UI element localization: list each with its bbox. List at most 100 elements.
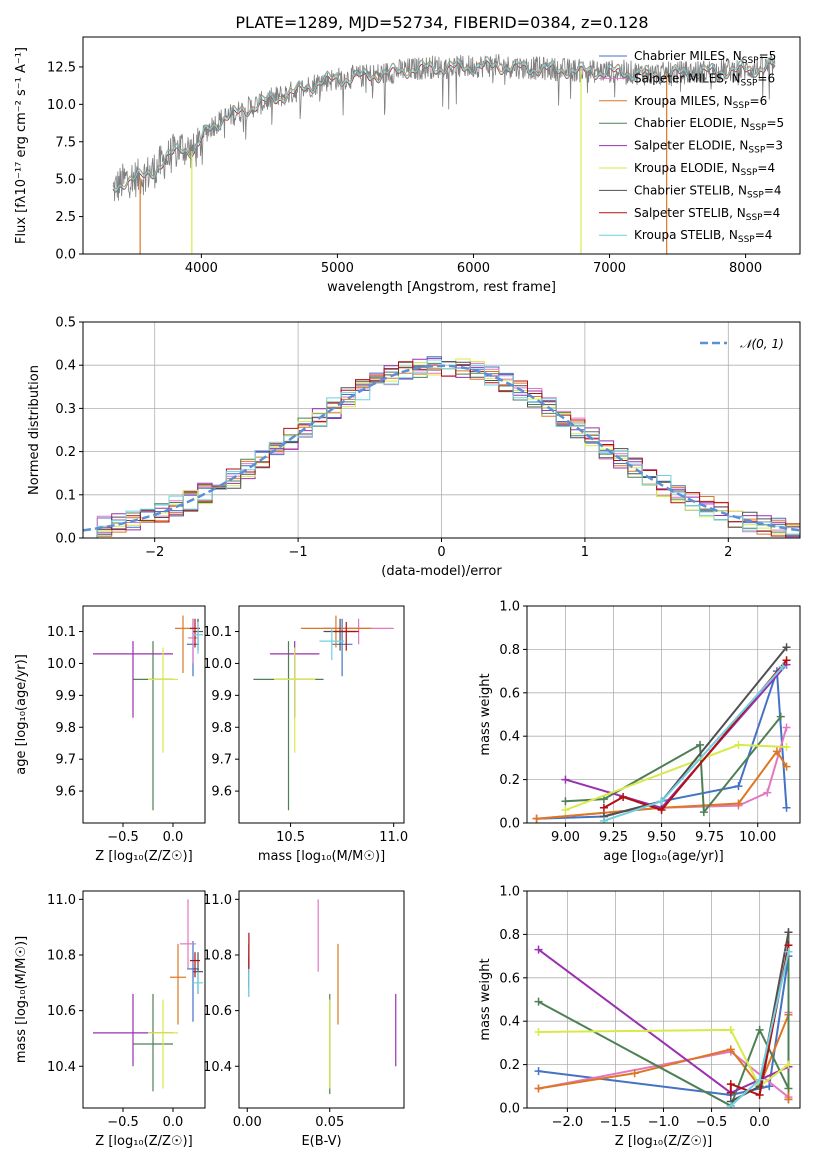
x-tick-label: −1 [289,545,308,560]
age-vs-Z-axes: −0.5 0.0 9.6 9.7 9.8 9.9 10.0 10.1 Z [log₁₀(Z/Z☉… [14,605,206,864]
legend-nssp-value: =6 [757,71,775,85]
errorbar-point [188,618,198,664]
mass-weight-marker [630,1069,639,1078]
mass-weight-marker [726,1045,735,1054]
x-tick-label: 2 [724,545,732,560]
mass-vs-ebv-plot-area [248,899,397,1095]
legend-model-name: Salpeter ELODIE, N [634,139,748,153]
mass-weight-series-0 [536,670,788,820]
x-tick-label: −0.5 [107,1115,139,1130]
legend-model-name: Chabrier STELIB, N [634,183,747,197]
y-tick-label: 10.1 [203,625,232,640]
y-tick-label: 0.2 [499,1058,520,1073]
x-tick-label: 0.0 [749,1115,770,1130]
y-axis-label: mass weight [478,958,493,1040]
x-tick-label: 7000 [593,261,626,276]
y-tick-label: 10.0 [47,657,76,672]
gaussian-reference-curve [83,364,800,532]
legend-nssp-value: =4 [763,206,781,220]
y-tick-label: 2.5 [55,210,76,225]
residuals-plot-area [83,356,800,538]
mass-weight-marker [782,743,791,752]
legend-model-name: Salpeter STELIB, N [634,206,746,220]
legend-entry: Salpeter STELIB, NSSP=4 [634,206,780,223]
mass-weight-marker [734,740,743,749]
y-tick-label: 0.4 [499,1015,520,1030]
x-tick-label: 9.00 [551,830,580,845]
errorbar-point [175,615,191,674]
x-tick-label: 5000 [321,261,354,276]
y-axis-label: Flux [fλ10⁻¹⁷ erg cm⁻² s⁻¹ A⁻¹] [14,47,29,244]
y-tick-label: 10.4 [203,1060,232,1075]
y-tick-label: 0.8 [499,643,520,658]
mass-weight-marker [755,1075,764,1084]
mass-weight-marker [726,1088,735,1097]
y-tick-label: 12.5 [47,60,76,75]
x-tick-label: 0.0 [163,1115,184,1130]
x-axis-label: (data-model)/error [381,564,502,579]
x-tick-label: 9.50 [647,830,676,845]
age-vs-Z-frame [82,605,206,824]
y-axis-label: mass weight [478,673,493,755]
massweight-vs-age-plot-area [532,643,791,823]
mass-vs-Z-plot-area [93,899,203,1092]
y-tick-label: 9.7 [211,753,232,768]
legend-entry: 𝒩(0, 1) [740,337,784,351]
age-vs-mass-axes: 10.5 11.0 9.6 9.7 9.8 9.9 10.0 10.1 mass [log₁₀(… [203,605,408,864]
mass-weight-marker [755,1025,764,1034]
y-tick-label: 10.6 [203,1004,232,1019]
legend-subscript: SSP [750,123,767,133]
y-tick-label: 5.0 [55,173,76,188]
mass-weight-marker [561,797,570,806]
legend-subscript: SSP [742,56,759,66]
mass-weight-marker [599,816,608,823]
mass-weight-marker [599,803,608,812]
mass-weight-marker [534,945,543,954]
y-tick-label: 10.8 [203,948,232,963]
legend-model-name: Chabrier MILES, N [634,49,742,63]
y-tick-label: 0.2 [55,445,76,460]
massweight-vs-Z-axes: −2.0 −1.5 −1.0 −0.5 0.0 0.0 0.2 0.4 0.6 0.8 1.0 Z [… [478,885,801,1149]
spectrum-plot-area [112,53,776,254]
y-tick-label: 10.4 [47,1060,76,1075]
y-tick-label: 11.0 [203,893,232,908]
mass-weight-marker [657,797,666,806]
legend-model-name: Chabrier ELODIE, N [634,116,750,130]
x-tick-label: 6000 [457,261,490,276]
y-tick-label: 0.1 [55,488,76,503]
y-tick-label: 10.6 [47,1004,76,1019]
y-tick-label: 10.0 [203,657,232,672]
legend-entry: Kroupa STELIB, NSSP=4 [634,228,772,245]
legend-nssp-value: =5 [766,116,784,130]
spectrum-axes: 4000 5000 6000 7000 8000 0.0 2.5 5.0 7.5 10.0 12.5… [14,36,801,295]
x-tick-label: −0.5 [107,830,139,845]
errorbar-point [193,971,203,994]
y-tick-label: 9.9 [211,689,232,704]
mass-weight-series-5 [538,1028,790,1088]
mass-weight-marker [534,1067,543,1076]
legend-subscript: SSP [738,235,755,245]
y-tick-label: 9.6 [55,785,76,800]
legend-model-name: Kroupa STELIB, N [634,228,738,242]
errorbar-point [193,621,203,654]
mass-weight-marker [784,928,793,937]
legend-subscript: SSP [741,78,758,88]
residual-legend: 𝒩(0, 1) [700,337,784,351]
legend-entry: Kroupa ELODIE, NSSP=4 [634,161,775,178]
age-vs-mass-frame [238,605,405,824]
mass-weight-series-7 [603,659,788,812]
y-tick-label: 9.6 [211,785,232,800]
y-tick-label: 7.5 [55,135,76,150]
legend-subscript: SSP [741,168,758,178]
y-axis-label: Normed distribution [27,365,42,495]
mass-vs-Z-frame [82,890,206,1109]
y-tick-label: 0.3 [55,402,76,417]
plot-layer: 4000 5000 6000 7000 80000.02.55.07.510.012.5… [14,36,801,1149]
errorbar-point [148,999,178,1089]
x-axis-label: E(B-V) [301,1134,341,1149]
legend-nssp-value: =4 [755,228,773,242]
legend-model-name: Salpeter MILES, N [634,71,741,85]
x-tick-label: 10.00 [739,830,776,845]
mass-vs-ebv-frame [238,890,405,1109]
